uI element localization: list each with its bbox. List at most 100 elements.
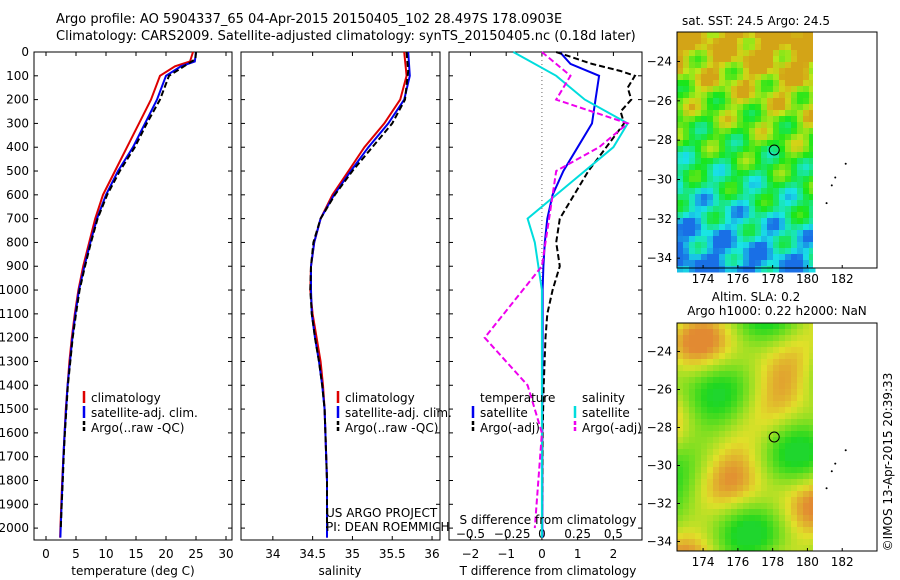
- map-cell: [749, 413, 756, 420]
- map-cell: [773, 260, 780, 267]
- map-cell: [755, 443, 762, 450]
- map-cell: [773, 44, 780, 51]
- map-cell: [689, 212, 696, 219]
- map-cell: [701, 128, 708, 135]
- map-cell: [713, 206, 720, 213]
- map-cell: [719, 218, 726, 225]
- map-cell: [707, 74, 714, 81]
- map-cell: [743, 341, 750, 348]
- map-cell: [749, 443, 756, 450]
- map-cell: [779, 260, 786, 267]
- map-cell: [719, 254, 726, 261]
- panel-difference-frame: [448, 51, 643, 541]
- map-cell: [731, 515, 738, 522]
- map-cell: [719, 152, 726, 159]
- map-cell: [791, 485, 798, 492]
- map-cell: [701, 260, 708, 267]
- map-cell: [737, 92, 744, 99]
- map-cell: [791, 92, 798, 99]
- map-cell: [773, 140, 780, 147]
- map-cell: [677, 437, 684, 444]
- map-cell: [701, 62, 708, 69]
- map-cell: [779, 431, 786, 438]
- map-cell: [707, 116, 714, 123]
- map-cell: [743, 347, 750, 354]
- map-cell: [803, 266, 810, 273]
- map-cell: [761, 491, 768, 498]
- map-cell: [755, 266, 762, 273]
- map-cell: [695, 146, 702, 153]
- map-cell: [707, 188, 714, 195]
- map-cell: [719, 473, 726, 480]
- map-cell: [731, 335, 738, 342]
- map-cell: [755, 539, 762, 546]
- map-cell: [689, 122, 696, 129]
- map-cell: [743, 38, 750, 45]
- map-cell: [767, 413, 774, 420]
- map-cell: [725, 38, 732, 45]
- map-cell: [719, 62, 726, 69]
- map-cell: [737, 503, 744, 510]
- map-cell: [803, 521, 810, 528]
- map-cell: [707, 437, 714, 444]
- map-cell: [761, 80, 768, 87]
- map-cell: [713, 194, 720, 201]
- map-cell: [695, 341, 702, 348]
- map-cell: [695, 479, 702, 486]
- map-cell: [809, 98, 816, 105]
- map-cell: [749, 170, 756, 177]
- map-cell: [707, 497, 714, 504]
- map-cell: [779, 56, 786, 63]
- map-cell: [683, 365, 690, 372]
- map-cell: [743, 533, 750, 540]
- map-cell: [701, 80, 708, 87]
- map-cell: [785, 389, 792, 396]
- map-cell: [719, 425, 726, 432]
- map-cell: [773, 110, 780, 117]
- map-cell: [677, 461, 684, 468]
- map-cell: [761, 455, 768, 462]
- map-cell: [803, 56, 810, 63]
- map-cell: [743, 98, 750, 105]
- map-cell: [731, 236, 738, 243]
- map-cell: [797, 98, 804, 105]
- map-cell: [713, 110, 720, 117]
- map-cell: [809, 473, 816, 480]
- map-cell: [767, 389, 774, 396]
- map-cell: [785, 254, 792, 261]
- map-cell: [755, 212, 762, 219]
- map-cell: [809, 62, 816, 69]
- map-cell: [689, 473, 696, 480]
- map-cell: [713, 248, 720, 255]
- map-cell: [683, 122, 690, 129]
- map-cell: [737, 455, 744, 462]
- map-cell: [737, 539, 744, 546]
- map-cell: [701, 212, 708, 219]
- map-cell: [773, 50, 780, 57]
- map-cell: [743, 236, 750, 243]
- map-cell: [737, 377, 744, 384]
- map-cell: [755, 341, 762, 348]
- map-cell: [791, 158, 798, 165]
- map-cell: [779, 140, 786, 147]
- map-cell: [701, 32, 708, 39]
- map-cell: [767, 461, 774, 468]
- map-lat-label: −30: [647, 173, 672, 187]
- map-cell: [803, 230, 810, 237]
- map-cell: [683, 200, 690, 207]
- map-cell: [779, 491, 786, 498]
- map-cell: [779, 152, 786, 159]
- map-cell: [785, 401, 792, 408]
- map-cell: [701, 146, 708, 153]
- map-cell: [803, 509, 810, 516]
- map-cell: [677, 365, 684, 372]
- map-cell: [779, 230, 786, 237]
- map-cell: [809, 110, 816, 117]
- map-cell: [719, 323, 726, 330]
- x-tick-label: 30: [218, 547, 233, 561]
- map-cell: [803, 383, 810, 390]
- map-cell: [695, 485, 702, 492]
- map-cell: [785, 431, 792, 438]
- map-cell: [749, 377, 756, 384]
